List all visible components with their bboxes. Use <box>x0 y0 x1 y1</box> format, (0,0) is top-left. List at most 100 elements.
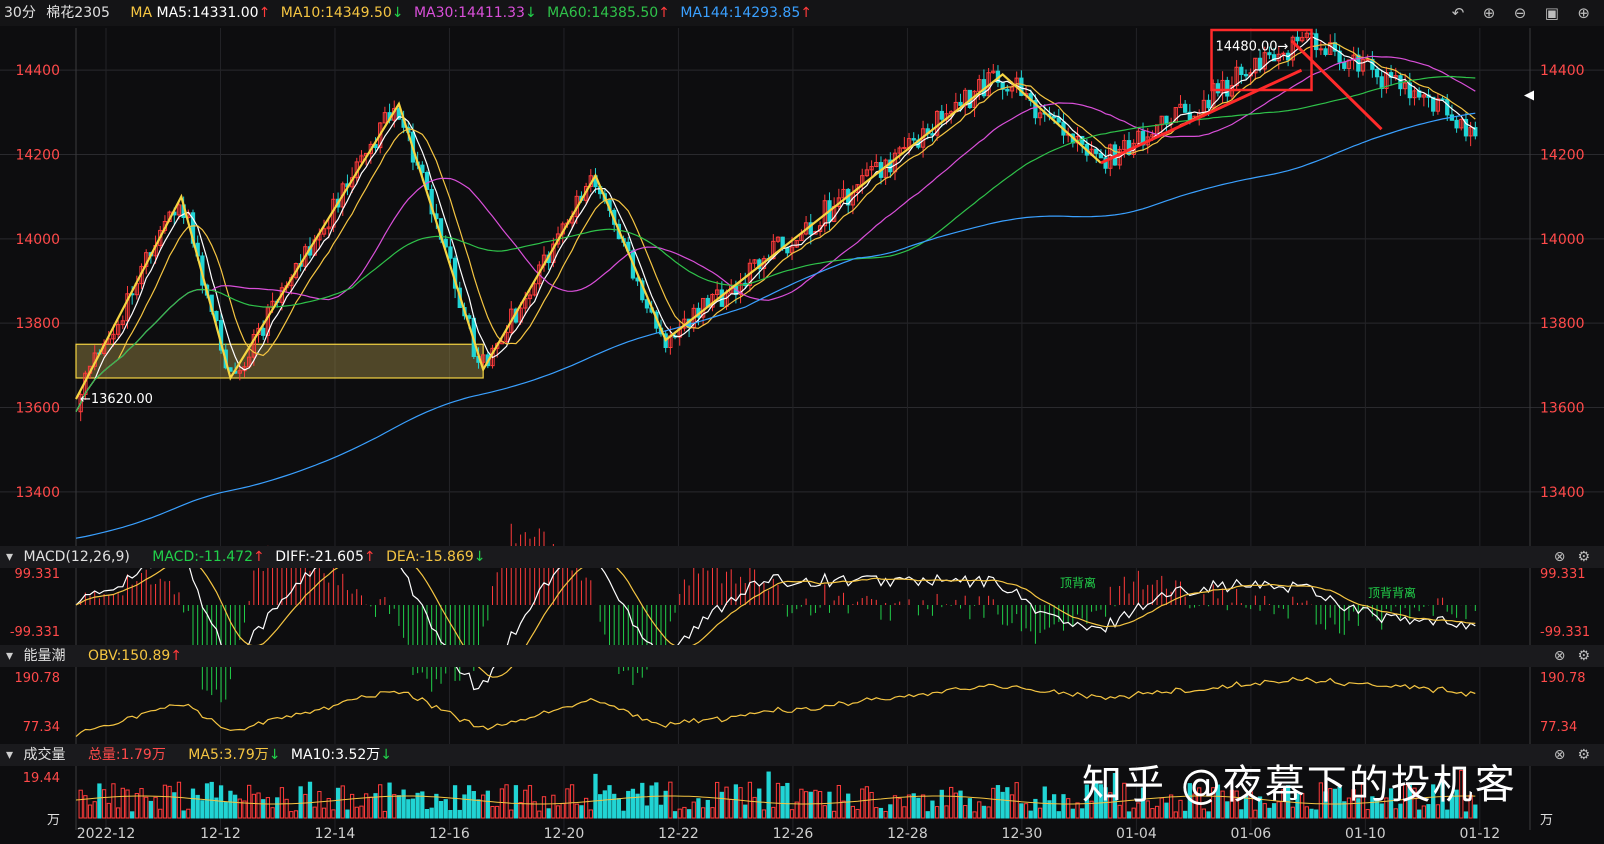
volume-bar <box>270 807 275 819</box>
volume-bar <box>1374 799 1380 819</box>
macd-title: MACD(12,26,9) <box>23 549 130 565</box>
volume-bar <box>803 791 809 819</box>
volume-bar <box>1412 787 1417 819</box>
volume-bar <box>1309 808 1314 819</box>
volume-bar <box>733 784 739 819</box>
arrow-up-icon: ↑ <box>800 5 812 21</box>
candle-body <box>1290 36 1295 61</box>
volume-bar <box>761 809 767 819</box>
gear-icon[interactable]: ⚙ <box>1577 549 1590 565</box>
candle-body <box>1098 152 1104 159</box>
volume-bar <box>738 787 743 819</box>
undo-icon[interactable]: ↶ <box>1451 4 1465 22</box>
volume-bar <box>115 807 121 819</box>
gear-icon[interactable]: ⚙ <box>1577 747 1590 763</box>
y-tick-label-left: 14200 <box>15 148 60 164</box>
collapse-icon[interactable]: ▾ <box>6 747 14 763</box>
volume-bar <box>897 798 902 819</box>
y-tick-label-left: 13600 <box>15 401 60 417</box>
x-tick-label: 12-26 <box>773 826 814 842</box>
volume-bar <box>537 810 542 819</box>
volume-bar <box>504 784 509 819</box>
volume-bar <box>1187 783 1192 819</box>
volume-bar <box>443 799 448 819</box>
close-icon[interactable]: ⊗ <box>1553 747 1566 763</box>
volume-bar <box>172 792 177 819</box>
close-icon[interactable]: ⊗ <box>1553 648 1566 664</box>
support-zone <box>75 343 484 379</box>
volume-bar <box>1435 804 1441 819</box>
ma30-line <box>75 55 1476 412</box>
volume-bar <box>1117 804 1122 819</box>
y-tick-label-right: 14400 <box>1540 63 1585 79</box>
volume-bar <box>518 802 523 819</box>
candle-body <box>1407 82 1412 99</box>
ma10-value: MA10:14349.50 <box>280 5 392 21</box>
volume-bar <box>911 793 916 819</box>
trend-arrow-up <box>1100 68 1303 165</box>
period-label[interactable]: 30分 <box>4 5 36 21</box>
candle-body <box>991 70 996 74</box>
volume-bar <box>153 796 158 819</box>
volume-bar <box>902 806 907 819</box>
volume-bar <box>588 809 593 819</box>
candle-body <box>1342 61 1347 69</box>
obv-line <box>75 676 1476 738</box>
macd-tick-top-r: 99.331 <box>1540 567 1586 582</box>
volume-bar <box>612 793 617 819</box>
candle-body <box>1183 103 1188 113</box>
candle-body <box>1328 42 1333 55</box>
volume-bar <box>1379 803 1384 819</box>
volume-bar <box>261 799 266 819</box>
header-tools: ↶ ⊕ ⊖ ▣ ⊕ <box>1444 0 1596 26</box>
gear-icon[interactable]: ⚙ <box>1577 648 1590 664</box>
volume-bar <box>1023 803 1029 819</box>
volume-bar <box>757 788 762 819</box>
volume-bar <box>780 786 785 819</box>
volume-bar <box>775 782 781 819</box>
zoom-out-icon[interactable]: ⊖ <box>1513 4 1527 22</box>
volume-bar <box>1463 811 1469 819</box>
obv-title: 能量潮 <box>23 648 66 664</box>
obv-tick-r: 190.78 <box>1540 671 1586 686</box>
volume-bar <box>1360 783 1366 819</box>
volume-bar <box>1388 788 1394 819</box>
volume-bar <box>251 793 256 819</box>
layout-icon[interactable]: ▣ <box>1544 4 1559 22</box>
collapse-icon[interactable]: ▾ <box>6 549 14 565</box>
volume-bar <box>1084 784 1090 819</box>
price-axis: 13400 13400 13600 13600 13800 13800 14000 14000… <box>15 63 1584 501</box>
volume-bar <box>1281 789 1286 819</box>
volume-bar <box>1421 805 1426 819</box>
candle-body <box>176 204 182 216</box>
candle-body <box>1463 118 1469 137</box>
volume-bar <box>920 794 926 819</box>
macd-tick-bottom: -99.331 <box>10 625 60 640</box>
volume-bar <box>560 803 565 819</box>
zoom-in-icon[interactable]: ⊕ <box>1482 4 1496 22</box>
candle-body <box>1374 68 1380 78</box>
volume-bar <box>476 799 481 819</box>
volume-bar <box>1337 786 1342 819</box>
volume-bar <box>317 790 322 819</box>
candle-body <box>738 282 743 296</box>
volume-bar <box>106 802 111 819</box>
volume-bar <box>513 785 519 819</box>
volume-bar <box>125 789 130 819</box>
volume-bar <box>1220 790 1225 819</box>
volume-bar <box>303 793 308 819</box>
candle-body <box>715 289 720 295</box>
x-tick-label: 12-14 <box>315 826 356 842</box>
volume-bar <box>293 810 299 819</box>
candle-body <box>321 228 327 235</box>
annotations: ←13620.00 14480.00→ <box>80 28 1534 407</box>
volume-bar <box>1318 782 1324 819</box>
y-tick-label-left: 13400 <box>15 485 60 501</box>
volume-title: 成交量 <box>23 747 66 763</box>
close-icon[interactable]: ⊗ <box>1553 549 1566 565</box>
collapse-icon[interactable]: ▾ <box>6 648 14 664</box>
volume-bar <box>232 794 238 819</box>
volume-bar <box>602 790 607 819</box>
add-icon[interactable]: ⊕ <box>1577 4 1590 22</box>
